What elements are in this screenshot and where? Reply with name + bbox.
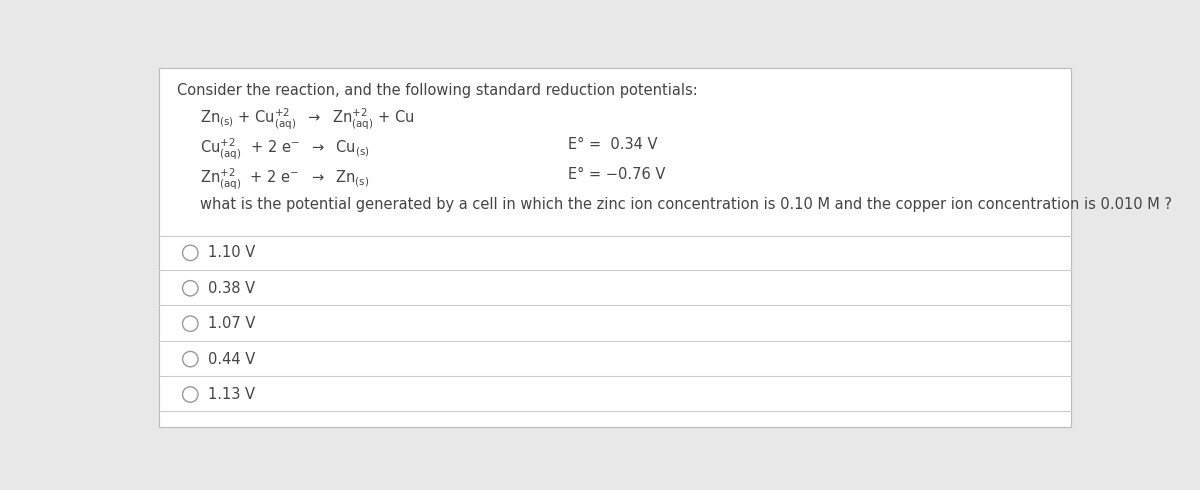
Text: 1.07 V: 1.07 V <box>208 316 256 331</box>
Text: 0.44 V: 0.44 V <box>208 352 256 367</box>
Text: 0.38 V: 0.38 V <box>208 281 256 296</box>
Text: Cu$^{+2}_{\mathregular{(aq)}}$  + 2 e$^{-}$  $\rightarrow$  Cu$_{\mathregular{(s: Cu$^{+2}_{\mathregular{(aq)}}$ + 2 e$^{-… <box>200 137 370 163</box>
Text: E° =  0.34 V: E° = 0.34 V <box>569 137 658 152</box>
Text: Zn$_{\mathregular{(s)}}$ + Cu$^{+2}_{\mathregular{(aq)}}$  $\rightarrow$  Zn$^{+: Zn$_{\mathregular{(s)}}$ + Cu$^{+2}_{\ma… <box>200 106 415 132</box>
Text: what is the potential generated by a cell in which the zinc ion concentration is: what is the potential generated by a cel… <box>200 197 1172 212</box>
Text: Consider the reaction, and the following standard reduction potentials:: Consider the reaction, and the following… <box>178 83 698 98</box>
Text: 1.13 V: 1.13 V <box>208 387 256 402</box>
FancyBboxPatch shape <box>160 68 1070 427</box>
Text: Zn$^{+2}_{\mathregular{(aq)}}$  + 2 e$^{-}$  $\rightarrow$  Zn$_{\mathregular{(s: Zn$^{+2}_{\mathregular{(aq)}}$ + 2 e$^{-… <box>200 167 370 192</box>
Text: 1.10 V: 1.10 V <box>208 245 256 260</box>
Text: E° = −0.76 V: E° = −0.76 V <box>569 167 666 182</box>
